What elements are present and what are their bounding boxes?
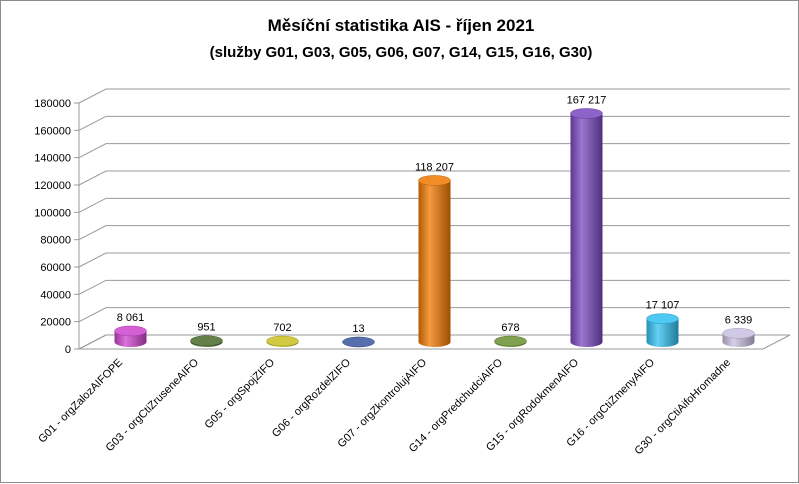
data-label: 951 xyxy=(197,322,215,334)
y-tick-label: 20000 xyxy=(40,317,71,329)
gridline xyxy=(78,143,790,159)
y-tick-label: 140000 xyxy=(34,153,71,165)
y-tick-label: 60000 xyxy=(40,262,71,274)
bar-cap xyxy=(722,328,755,339)
bar xyxy=(342,336,375,348)
bar-cap xyxy=(190,335,223,346)
gridline xyxy=(78,334,790,350)
bar-cap xyxy=(266,335,299,347)
bar xyxy=(418,175,451,348)
data-label: 13 xyxy=(352,323,364,335)
gridline xyxy=(78,197,790,213)
x-tick-label: G16 - orgCtiZmenyAIFO xyxy=(564,356,657,449)
y-tick-label: 40000 xyxy=(40,289,71,301)
y-tick-label: 100000 xyxy=(34,207,71,219)
bar xyxy=(570,108,603,348)
gridline xyxy=(78,252,790,268)
x-tick-label: G05 - orgSpojZIFO xyxy=(202,356,277,431)
y-tick-label: 160000 xyxy=(34,125,71,137)
x-tick-label: G07 - orgZkontrolujAIFO xyxy=(335,356,429,450)
y-tick-label: 80000 xyxy=(40,235,71,247)
y-tick-label: 180000 xyxy=(34,98,71,110)
data-label: 6 339 xyxy=(725,314,753,326)
gridline xyxy=(78,115,790,131)
data-label: 678 xyxy=(501,322,519,334)
y-tick-label: 120000 xyxy=(34,180,71,192)
bar-cap xyxy=(646,313,679,324)
data-label: 8 061 xyxy=(117,312,145,324)
data-label: 167 217 xyxy=(567,94,607,106)
data-label: 702 xyxy=(273,322,291,334)
data-label: 118 207 xyxy=(415,161,454,173)
gridline xyxy=(78,170,790,186)
y-tick-label: 0 xyxy=(65,344,71,356)
bar xyxy=(646,313,679,348)
chart-subtitle: (služby G01, G03, G05, G06, G07, G14, G1… xyxy=(210,44,593,61)
bar-cap xyxy=(418,175,451,186)
chart-title: Měsíční statistika AIS - říjen 2021 xyxy=(268,16,535,35)
bar-cap xyxy=(114,325,147,337)
bar-cap xyxy=(494,335,527,347)
bar xyxy=(266,335,299,348)
bar-body xyxy=(570,113,603,348)
gridline xyxy=(78,307,790,323)
bar xyxy=(114,325,147,348)
gridline xyxy=(78,88,790,104)
x-tick-label: G06 - orgRozdelZIFO xyxy=(270,356,354,440)
bar-cap xyxy=(570,108,603,119)
bar-body xyxy=(646,318,679,348)
bar-body xyxy=(418,180,451,348)
bar xyxy=(722,328,755,348)
gridline xyxy=(78,279,790,295)
x-tick-label: G01 - orgZalozAIFOPE xyxy=(36,357,125,446)
bar xyxy=(190,335,223,348)
data-label: 17 107 xyxy=(646,300,680,312)
bar-cap xyxy=(342,336,375,348)
gridline xyxy=(78,225,790,241)
bar xyxy=(494,335,527,348)
